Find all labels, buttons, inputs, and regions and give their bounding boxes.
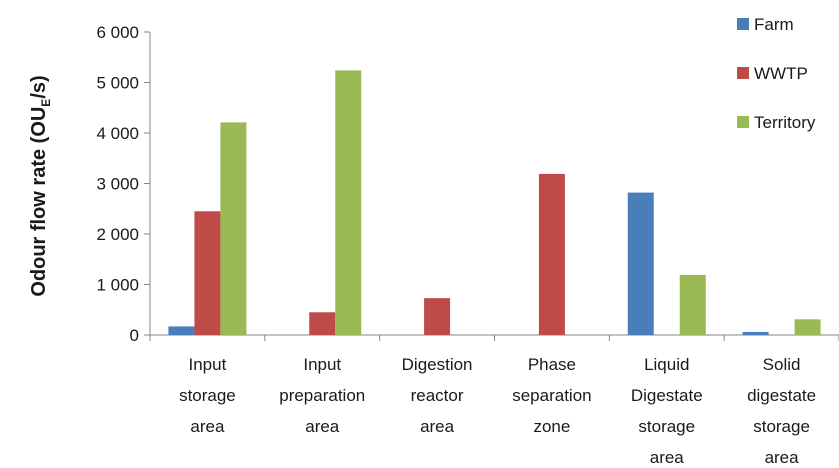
x-category-label-line: area	[420, 417, 455, 436]
bar-wwtp	[424, 298, 451, 335]
y-tick-label: 6 000	[96, 23, 139, 42]
x-category-label: Solid digestate storage area	[747, 355, 816, 463]
x-category-label-line: area	[650, 448, 685, 463]
x-category-label-line: Solid	[763, 355, 801, 374]
y-tick-label: 0	[130, 326, 139, 345]
legend-swatch-territory	[737, 116, 749, 128]
legend-swatch-wwtp	[737, 67, 749, 79]
bar-wwtp	[538, 173, 565, 335]
x-category-label-line: Phase	[528, 355, 576, 374]
y-tick-label: 2 000	[96, 225, 139, 244]
legend-swatch-farm	[737, 18, 749, 30]
x-category-label: Input storage area	[179, 355, 236, 436]
x-category-label: Phase separation zone	[512, 355, 591, 436]
x-category-label-line: area	[305, 417, 340, 436]
legend-label-territory: Territory	[754, 113, 816, 132]
bar-farm	[168, 326, 195, 335]
x-category-label-line: zone	[533, 417, 570, 436]
y-tick-label: 5 000	[96, 74, 139, 93]
bar-territory	[679, 274, 706, 335]
x-category-label: Input preparation area	[279, 355, 365, 436]
bar-wwtp	[309, 312, 336, 335]
x-category-label-line: area	[190, 417, 225, 436]
bar-farm	[627, 192, 654, 335]
x-category-label-line: Input	[303, 355, 341, 374]
x-category-label-line: storage	[179, 386, 236, 405]
y-tick-label: 1 000	[96, 276, 139, 295]
bar-territory	[220, 122, 247, 336]
y-axis-label: Odour flow rate (OUE/s)	[28, 75, 53, 296]
x-category-label-line: area	[765, 448, 800, 463]
x-category-label-line: digestate	[747, 386, 816, 405]
bar-territory	[335, 70, 362, 335]
plot-area: 0 1 000 2 000 3 000 4 000 5 000 6 000 Input stor…	[96, 23, 839, 467]
y-axis-label-main: Odour flow rate (OU	[28, 107, 50, 297]
x-category-label-line: preparation	[279, 386, 365, 405]
bar-farm	[742, 331, 769, 335]
bar-wwtp	[194, 211, 221, 335]
legend-label-farm: Farm	[754, 15, 794, 34]
y-axis-label-tail: /s)	[28, 75, 50, 98]
legend: Farm WWTP Territory	[737, 15, 816, 132]
y-tick-label: 4 000	[96, 124, 139, 143]
legend-label-wwtp: WWTP	[754, 64, 808, 83]
x-category-label: Liquid Digestate storage area	[631, 355, 703, 463]
x-category-label-line: reactor	[411, 386, 464, 405]
y-tick-label: 3 000	[96, 175, 139, 194]
x-category-label-line: Liquid	[644, 355, 689, 374]
x-category-label-line: separation	[512, 386, 591, 405]
x-category-label-line: storage	[638, 417, 695, 436]
bar-territory	[794, 319, 821, 335]
x-category-label-line: storage	[753, 417, 810, 436]
x-category-label-line: Digestate	[631, 386, 703, 405]
x-category-label: Digestion reactor area	[402, 355, 473, 436]
x-category-label-line: Input	[189, 355, 227, 374]
x-category-label-line: Digestion	[402, 355, 473, 374]
y-axis-label-subscript: E	[39, 99, 53, 107]
